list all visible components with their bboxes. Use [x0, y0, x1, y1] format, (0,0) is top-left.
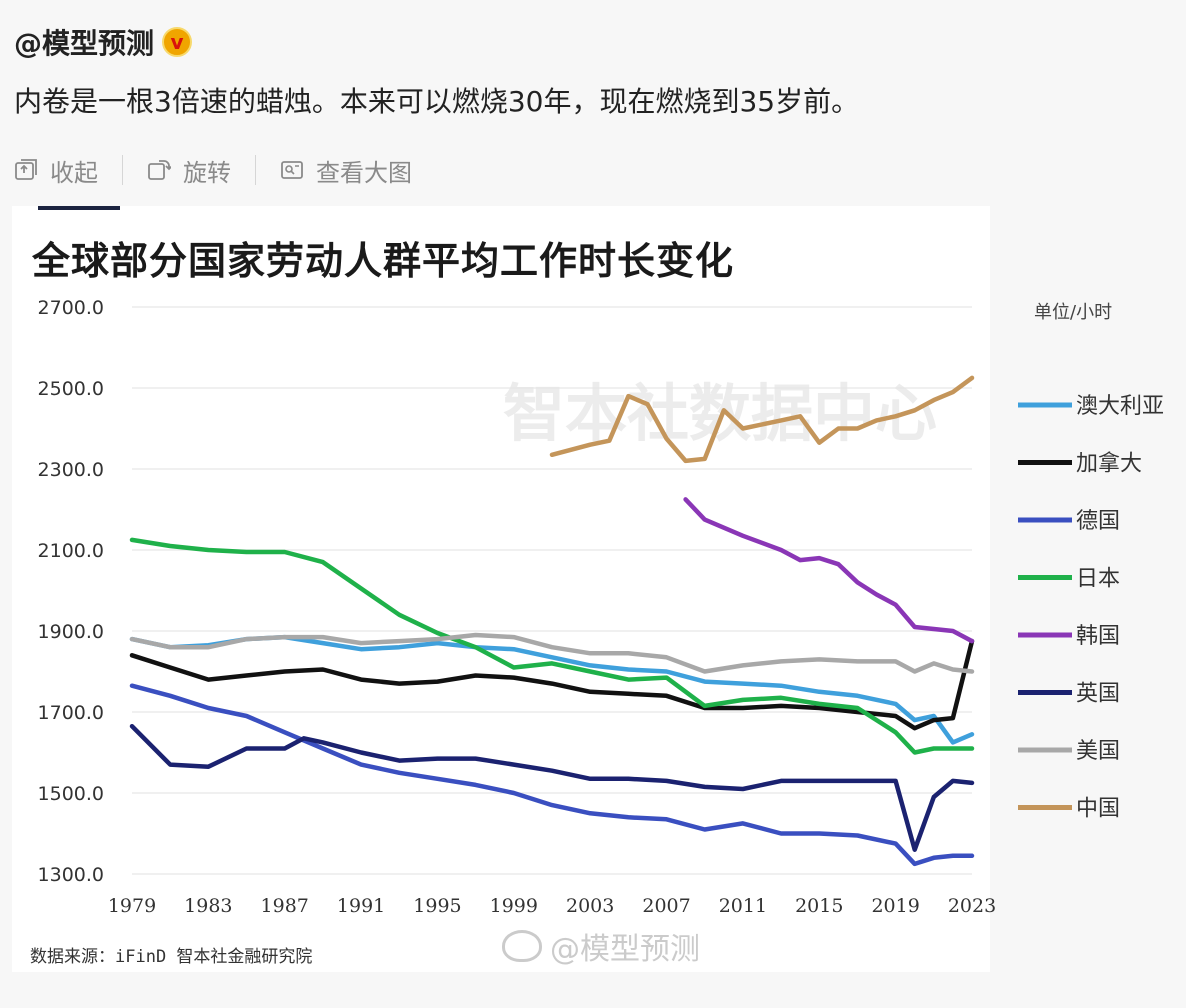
y-tick-label: 1500.0 — [38, 783, 104, 805]
x-tick-label: 2015 — [795, 895, 843, 917]
x-tick-label: 1983 — [184, 895, 232, 917]
source-note: 数据来源：iFinD 智本社金融研究院 — [30, 947, 313, 967]
verified-badge-icon: v — [162, 27, 193, 57]
x-tick-label: 2023 — [948, 895, 996, 917]
legend-label: 日本 — [1076, 567, 1120, 592]
weibo-logo-icon — [502, 930, 542, 962]
series-line — [129, 638, 975, 731]
chart-accent-bar — [38, 206, 120, 210]
legend-label: 美国 — [1076, 739, 1120, 764]
unit-label: 单位/小时 — [1034, 302, 1113, 323]
series-line — [129, 537, 975, 755]
y-tick-label: 2300.0 — [38, 459, 104, 481]
legend-label: 澳大利亚 — [1076, 394, 1164, 419]
legend-label: 加拿大 — [1076, 451, 1142, 477]
collapse-label: 收起 — [50, 158, 98, 187]
view-large-button[interactable]: 查看大图 — [280, 153, 412, 188]
legend-label: 中国 — [1076, 797, 1120, 822]
chart-title: 全球部分国家劳动人群平均工作时长变化 — [32, 239, 735, 283]
image-toolbar: 收起 旋转 查看大图 — [14, 150, 412, 190]
view-large-icon — [281, 161, 303, 179]
x-tick-label: 2019 — [871, 895, 919, 917]
series-line — [129, 683, 975, 867]
username[interactable]: @模型预测 — [14, 27, 155, 60]
series-line — [129, 634, 975, 745]
y-tick-label: 2700.0 — [38, 297, 104, 319]
legend-label: 德国 — [1076, 509, 1120, 534]
rotate-icon — [148, 160, 171, 180]
series-line — [129, 632, 975, 674]
view-large-label: 查看大图 — [316, 158, 412, 187]
y-tick-label: 1900.0 — [38, 621, 104, 643]
series-line — [683, 497, 975, 644]
x-tick-label: 1991 — [337, 895, 385, 917]
series-line — [549, 375, 975, 464]
x-tick-label: 1999 — [490, 895, 538, 917]
center-watermark: 智本社数据中心 — [503, 377, 937, 450]
x-tick-label: 2011 — [719, 895, 767, 917]
y-tick-label: 1700.0 — [38, 702, 104, 724]
rotate-label: 旋转 — [183, 158, 231, 187]
y-tick-label: 1300.0 — [38, 864, 104, 886]
x-tick-label: 1979 — [108, 895, 156, 917]
chart-image[interactable]: 全球部分国家劳动人群平均工作时长变化 — [12, 206, 990, 972]
x-tick-label: 2007 — [642, 895, 690, 917]
x-tick-label: 1995 — [413, 895, 461, 917]
collapse-button[interactable]: 收起 — [14, 153, 98, 188]
x-tick-label: 1987 — [261, 895, 309, 917]
post-text: 内卷是一根3倍速的蜡烛。本来可以燃烧30年，现在燃烧到35岁前。 — [14, 85, 860, 118]
post-header: @模型预测 v — [14, 22, 193, 62]
collapse-icon — [15, 159, 37, 180]
series-line — [129, 723, 975, 852]
legend-label: 韩国 — [1076, 624, 1120, 649]
x-tick-label: 2003 — [566, 895, 614, 917]
toolbar-divider — [255, 155, 256, 185]
y-tick-label: 2500.0 — [38, 378, 104, 400]
weibo-watermark: @模型预测 — [502, 924, 700, 968]
y-tick-label: 2100.0 — [38, 540, 104, 562]
weibo-watermark-text: @模型预测 — [550, 932, 700, 967]
rotate-button[interactable]: 旋转 — [147, 153, 231, 188]
legend-label: 英国 — [1076, 682, 1120, 707]
toolbar-divider — [122, 155, 123, 185]
